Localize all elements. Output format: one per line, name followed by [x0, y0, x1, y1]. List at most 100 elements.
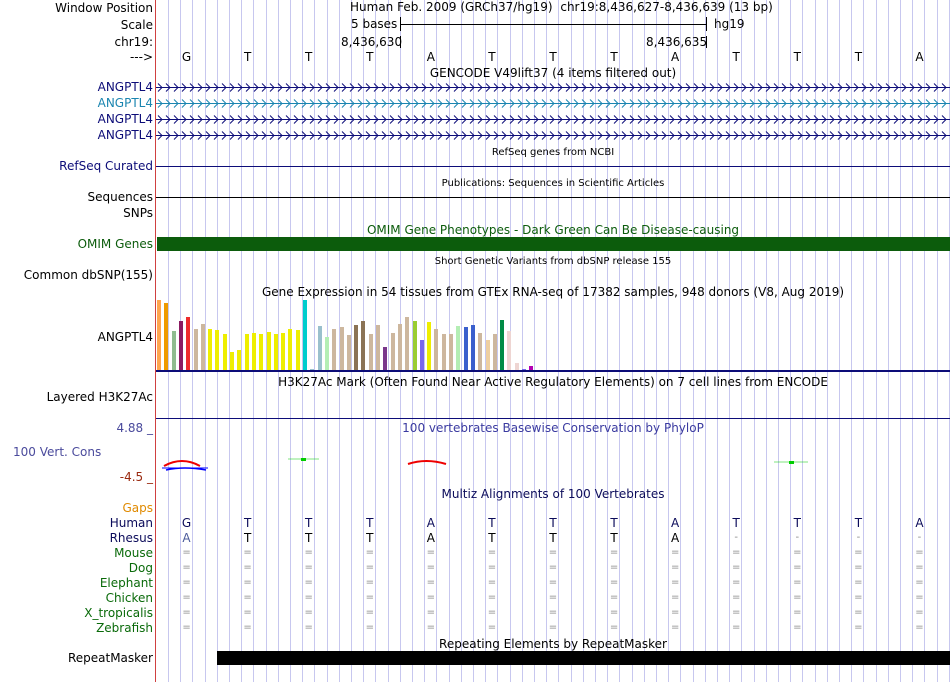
- gtex-tissue-bar[interactable]: [463, 327, 468, 370]
- phylop-graph[interactable]: [156, 452, 950, 476]
- gtex-tissue-bar[interactable]: [514, 363, 519, 370]
- publications-title: Publications: Sequences in Scientific Ar…: [441, 178, 665, 189]
- sequences-label[interactable]: Sequences: [87, 190, 153, 204]
- gtex-tissue-bar[interactable]: [273, 334, 278, 370]
- species-label[interactable]: Mouse: [114, 546, 153, 560]
- strand-chevron: [165, 99, 171, 108]
- species-label[interactable]: X_tropicalis: [84, 606, 153, 620]
- gtex-tissue-bar[interactable]: [237, 350, 242, 370]
- gtex-tissue-bar[interactable]: [310, 369, 315, 370]
- gtex-tissue-bar[interactable]: [500, 320, 505, 370]
- gtex-tissue-bar[interactable]: [200, 324, 205, 370]
- gtex-label[interactable]: ANGPTL4: [97, 330, 153, 344]
- phylop-label[interactable]: 100 Vert. Cons: [13, 445, 102, 459]
- gtex-tissue-bar[interactable]: [405, 317, 410, 370]
- gtex-tissue-bar[interactable]: [507, 331, 512, 370]
- alignment-base: A: [671, 531, 680, 545]
- gtex-tissue-bar[interactable]: [332, 329, 337, 370]
- gtex-tissue-bar[interactable]: [186, 317, 191, 370]
- strand-chevron: [173, 131, 179, 140]
- gtex-tissue-bar[interactable]: [397, 324, 402, 370]
- gtex-tissue-bar[interactable]: [208, 329, 213, 370]
- gtex-tissue-bar[interactable]: [434, 329, 439, 370]
- gtex-tissue-bar[interactable]: [251, 333, 256, 370]
- gtex-tissue-bar[interactable]: [368, 334, 373, 370]
- gtex-tissue-bar[interactable]: [383, 347, 388, 370]
- gtex-tissue-bar[interactable]: [478, 333, 483, 370]
- species-label[interactable]: Dog: [128, 561, 153, 575]
- gencode-track-label-1[interactable]: ANGPTL4: [97, 80, 153, 94]
- gtex-tissue-bar[interactable]: [449, 334, 453, 370]
- gaps-label[interactable]: Gaps: [122, 501, 153, 515]
- gtex-tissue-bar[interactable]: [295, 330, 300, 370]
- strand-chevron: [773, 99, 779, 108]
- gtex-tissue-bar[interactable]: [419, 340, 424, 370]
- gtex-tissue-bar[interactable]: [324, 337, 329, 370]
- species-label[interactable]: Chicken: [105, 591, 153, 605]
- strand-chevron: [669, 115, 675, 124]
- strand-chevron: [421, 83, 427, 92]
- gtex-tissue-bar[interactable]: [354, 325, 359, 370]
- gtex-tissue-bar[interactable]: [522, 369, 526, 370]
- gtex-tissue-bar[interactable]: [230, 352, 234, 370]
- species-label[interactable]: Zebrafish: [96, 621, 153, 635]
- gtex-tissue-bar[interactable]: [178, 321, 183, 370]
- species-label[interactable]: Rhesus: [109, 531, 153, 545]
- gencode-transcript-4[interactable]: [156, 131, 950, 140]
- gtex-tissue-bar[interactable]: [215, 330, 220, 370]
- publications-track-line[interactable]: [156, 197, 950, 198]
- strand-chevron: [613, 115, 619, 124]
- gtex-tissue-bar[interactable]: [427, 322, 432, 370]
- gencode-transcript-1[interactable]: [156, 83, 950, 92]
- gtex-tissue-bar[interactable]: [193, 329, 198, 370]
- gtex-tissue-bar[interactable]: [303, 300, 307, 370]
- strand-chevron: [781, 115, 787, 124]
- gtex-tissue-bar[interactable]: [485, 340, 490, 370]
- gtex-tissue-bar[interactable]: [390, 333, 395, 370]
- gtex-tissue-bar[interactable]: [441, 334, 446, 370]
- species-label[interactable]: Elephant: [99, 576, 153, 590]
- gtex-tissue-bar[interactable]: [164, 303, 169, 370]
- gencode-track-label-2[interactable]: ANGPTL4: [97, 96, 153, 110]
- gtex-bar-chart[interactable]: [156, 300, 950, 370]
- gtex-tissue-bar[interactable]: [317, 326, 322, 370]
- gtex-tissue-bar[interactable]: [456, 326, 461, 370]
- gtex-tissue-bar[interactable]: [266, 332, 271, 370]
- gtex-tissue-bar[interactable]: [288, 329, 293, 370]
- gtex-tissue-bar[interactable]: [412, 321, 417, 370]
- gencode-arrows-2: [157, 99, 947, 108]
- gtex-tissue-bar[interactable]: [281, 333, 286, 370]
- omim-feature-bar[interactable]: [157, 237, 950, 251]
- gtex-tissue-bar[interactable]: [529, 366, 534, 370]
- gtex-tissue-bar[interactable]: [222, 334, 227, 370]
- gtex-tissue-bar[interactable]: [171, 331, 176, 370]
- gencode-transcript-3[interactable]: [156, 115, 950, 124]
- scale-label[interactable]: Scale: [120, 18, 153, 32]
- window-position-label[interactable]: Window Position: [55, 1, 153, 15]
- gtex-tissue-bar[interactable]: [492, 334, 497, 370]
- gencode-transcript-2[interactable]: [156, 99, 950, 108]
- chrom-label[interactable]: chr19:: [114, 35, 153, 49]
- gencode-track-label-4[interactable]: ANGPTL4: [97, 128, 153, 142]
- gtex-tissue-bar[interactable]: [361, 321, 366, 370]
- repeat-element-bar[interactable]: [217, 651, 950, 665]
- species-label[interactable]: Human: [109, 516, 153, 530]
- gtex-tissue-bar[interactable]: [470, 325, 475, 370]
- strand-arrow[interactable]: --->: [129, 50, 153, 64]
- gencode-track-label-3[interactable]: ANGPTL4: [97, 112, 153, 126]
- gtex-tissue-bar[interactable]: [376, 325, 380, 370]
- repeatmasker-label[interactable]: RepeatMasker: [67, 651, 153, 665]
- gtex-tissue-bar[interactable]: [339, 327, 344, 370]
- gtex-tissue-bar[interactable]: [244, 334, 249, 370]
- scale-bar-right-tick: [706, 17, 707, 31]
- gtex-tissue-bar[interactable]: [259, 334, 264, 370]
- refseq-label[interactable]: RefSeq Curated: [59, 159, 153, 173]
- dbsnp-label[interactable]: Common dbSNP(155): [23, 268, 153, 282]
- omim-label[interactable]: OMIM Genes: [77, 237, 153, 251]
- refseq-track-line[interactable]: [156, 166, 950, 167]
- gtex-tissue-bar[interactable]: [157, 300, 161, 370]
- gtex-tissue-bar[interactable]: [346, 335, 351, 370]
- snps-label[interactable]: SNPs: [123, 206, 153, 220]
- h3k27ac-label[interactable]: Layered H3K27Ac: [46, 390, 153, 404]
